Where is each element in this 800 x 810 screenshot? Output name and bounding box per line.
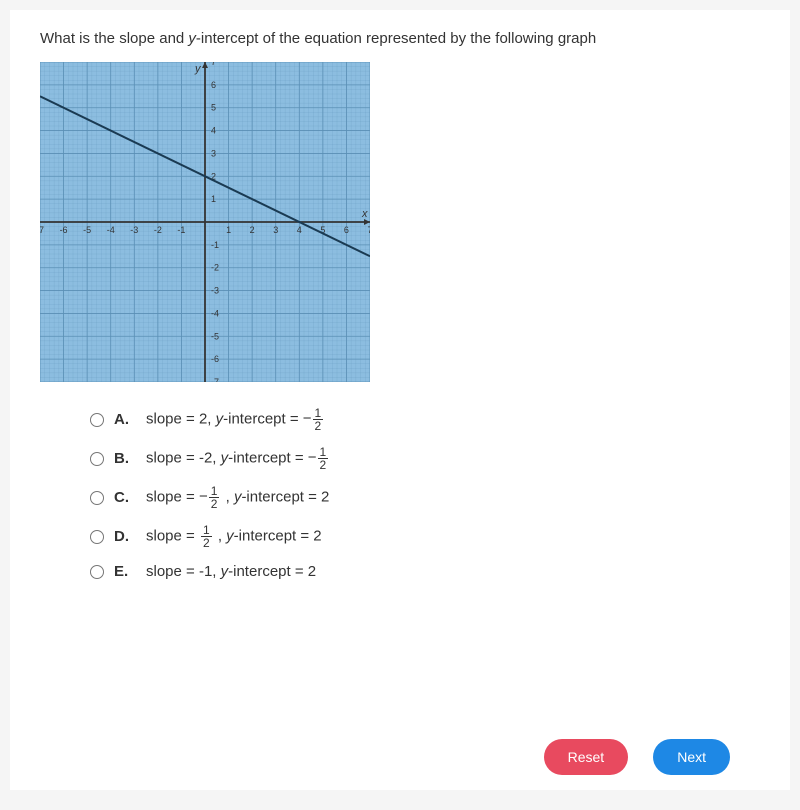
answer-text: slope = −12 , y-intercept = 2 bbox=[146, 485, 329, 510]
answer-option[interactable]: D. slope = 12 , y-intercept = 2 bbox=[90, 524, 760, 549]
reset-button[interactable]: Reset bbox=[544, 739, 629, 775]
question-text: What is the slope and y-intercept of the… bbox=[40, 30, 760, 47]
radio-input[interactable] bbox=[90, 491, 104, 505]
answer-letter: C. bbox=[114, 489, 134, 506]
answer-text: slope = -1, y-intercept = 2 bbox=[146, 563, 316, 580]
svg-text:-4: -4 bbox=[107, 225, 115, 235]
svg-text:5: 5 bbox=[211, 103, 216, 113]
answer-list: A. slope = 2, y-intercept = −12 B. slope = … bbox=[90, 407, 760, 580]
svg-text:-1: -1 bbox=[211, 240, 219, 250]
svg-text:1: 1 bbox=[226, 225, 231, 235]
answer-text: slope = 2, y-intercept = −12 bbox=[146, 407, 325, 432]
svg-text:-2: -2 bbox=[154, 225, 162, 235]
svg-text:-3: -3 bbox=[211, 286, 219, 296]
answer-text: slope = -2, y-intercept = −12 bbox=[146, 446, 330, 471]
svg-text:6: 6 bbox=[211, 80, 216, 90]
svg-text:6: 6 bbox=[344, 225, 349, 235]
svg-text:-2: -2 bbox=[211, 263, 219, 273]
answer-letter: E. bbox=[114, 563, 134, 580]
svg-text:4: 4 bbox=[211, 126, 216, 136]
svg-text:-4: -4 bbox=[211, 308, 219, 318]
answer-option[interactable]: E. slope = -1, y-intercept = 2 bbox=[90, 563, 760, 580]
radio-input[interactable] bbox=[90, 452, 104, 466]
answer-text: slope = 12 , y-intercept = 2 bbox=[146, 524, 322, 549]
svg-text:7: 7 bbox=[211, 62, 216, 67]
svg-text:x: x bbox=[361, 208, 368, 220]
answer-option[interactable]: A. slope = 2, y-intercept = −12 bbox=[90, 407, 760, 432]
graph: -7-6-5-4-3-2-11234567-7-6-5-4-3-2-112345… bbox=[40, 62, 370, 382]
svg-text:-5: -5 bbox=[211, 331, 219, 341]
svg-text:-3: -3 bbox=[130, 225, 138, 235]
svg-text:4: 4 bbox=[297, 225, 302, 235]
svg-text:-7: -7 bbox=[211, 377, 219, 382]
answer-letter: D. bbox=[114, 528, 134, 545]
next-button[interactable]: Next bbox=[653, 739, 730, 775]
radio-input[interactable] bbox=[90, 565, 104, 579]
answer-option[interactable]: C. slope = −12 , y-intercept = 2 bbox=[90, 485, 760, 510]
answer-letter: B. bbox=[114, 450, 134, 467]
svg-text:1: 1 bbox=[211, 194, 216, 204]
svg-text:-1: -1 bbox=[177, 225, 185, 235]
svg-text:-5: -5 bbox=[83, 225, 91, 235]
svg-text:3: 3 bbox=[211, 148, 216, 158]
svg-text:-6: -6 bbox=[60, 225, 68, 235]
svg-text:-7: -7 bbox=[40, 225, 44, 235]
radio-input[interactable] bbox=[90, 530, 104, 544]
svg-text:2: 2 bbox=[250, 225, 255, 235]
svg-text:-6: -6 bbox=[211, 354, 219, 364]
radio-input[interactable] bbox=[90, 413, 104, 427]
answer-option[interactable]: B. slope = -2, y-intercept = −12 bbox=[90, 446, 760, 471]
svg-text:3: 3 bbox=[273, 225, 278, 235]
answer-letter: A. bbox=[114, 411, 134, 428]
svg-text:7: 7 bbox=[367, 225, 370, 235]
